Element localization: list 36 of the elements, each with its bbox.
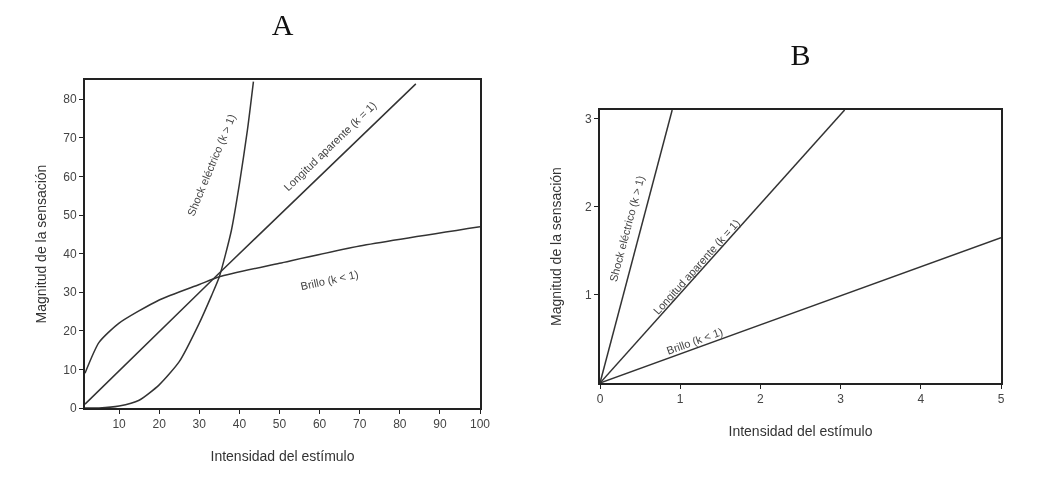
x-tick-label: 30 [192, 417, 207, 432]
chart-title: B [790, 38, 811, 71]
text: Shock eléctrico (k > 1) [606, 174, 647, 284]
x-tick-label: 10 [112, 417, 127, 432]
y-axis-title: Magnitud de la sensación [33, 164, 49, 324]
y-tick-label: 1 [584, 288, 592, 303]
x-tick-label: 50 [272, 417, 287, 432]
y-axis-title: Magnitud de la sensación [548, 167, 564, 326]
y-tick-label: 40 [63, 246, 77, 261]
x-tick-label: 4 [917, 392, 925, 407]
x-tick-label: 3 [837, 392, 845, 407]
x-tick-label: 70 [353, 417, 367, 432]
x-tick-label: 100 [469, 417, 491, 432]
y-tick-label: 80 [63, 92, 77, 107]
y-tick-label: 2 [584, 200, 592, 215]
chart-title: A [271, 8, 294, 41]
x-tick-label: 5 [997, 392, 1005, 407]
text: Brillo (k < 1) [299, 267, 360, 293]
x-tick-label: 1 [676, 392, 684, 407]
y-tick-label: 3 [584, 112, 592, 127]
y-tick-label: 10 [63, 362, 77, 377]
x-tick-label: 40 [232, 417, 247, 432]
x-tick-label: 2 [757, 392, 765, 407]
x-tick-label: 80 [393, 417, 407, 432]
text: Brillo (k < 1) [664, 325, 725, 357]
x-tick-label: 60 [312, 417, 327, 432]
y-tick-label: 70 [63, 131, 77, 146]
x-tick-label: 90 [433, 417, 447, 432]
y-tick-label: 50 [63, 208, 77, 223]
y-tick-label: 30 [63, 285, 77, 300]
x-axis-title: Intensidad del estímulo [728, 423, 873, 439]
y-tick-label: 60 [63, 169, 77, 184]
x-axis-title: Intensidad del estímulo [210, 448, 355, 464]
x-tick-label: 0 [596, 392, 604, 407]
y-tick-label: 20 [63, 324, 77, 339]
x-tick-label: 20 [152, 417, 167, 432]
